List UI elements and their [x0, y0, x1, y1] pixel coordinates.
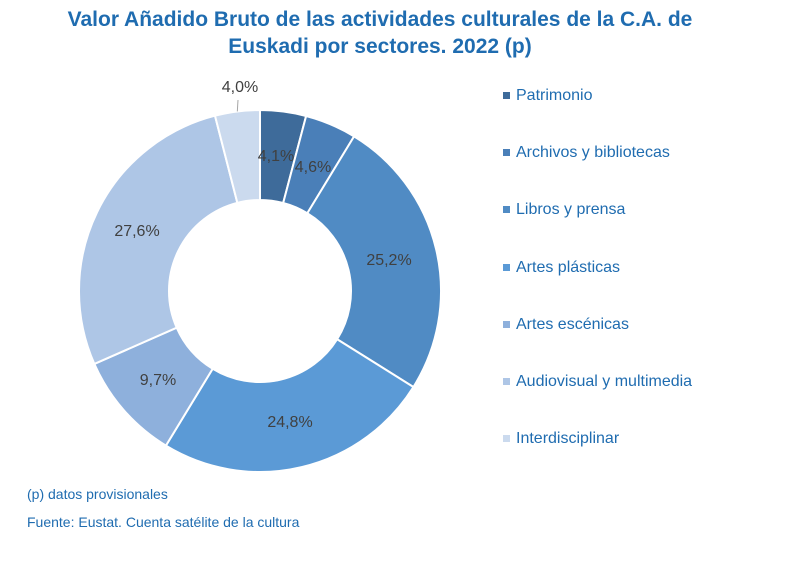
legend-swatch [503, 435, 510, 443]
legend-label: Archivos y bibliotecas [516, 144, 670, 162]
legend-swatch [503, 149, 510, 157]
legend-label: Interdisciplinar [516, 430, 620, 448]
label-leader-line [236, 99, 239, 112]
legend-label: Patrimonio [516, 87, 593, 104]
source-note: Fuente: Eustat. Cuenta satélite de la cu… [27, 514, 300, 530]
data-label: 25,2% [366, 252, 411, 269]
legend-label: Artes plásticas [516, 258, 621, 276]
donut-slice [213, 108, 261, 205]
legend-label: Audiovisual y multimedia [516, 373, 693, 390]
legend-swatch [503, 206, 510, 214]
legend-label: Artes escénicas [516, 315, 629, 333]
data-label: 9,7% [140, 372, 176, 389]
legend-swatch [503, 320, 510, 328]
data-label: 24,8% [267, 414, 312, 431]
data-label: 4,1% [258, 148, 294, 165]
data-label: 27,6% [114, 223, 159, 240]
legend-label: Libros y prensa [516, 201, 626, 219]
provisional-note: (p) datos provisionales [27, 486, 168, 502]
data-label: 4,0% [222, 79, 258, 96]
donut-slice [164, 337, 415, 473]
legend-swatch [503, 263, 510, 271]
legend-swatch [503, 92, 510, 99]
chart-title: Valor Añadido Bruto de las actividades c… [67, 8, 693, 58]
donut-slice [305, 135, 442, 389]
legend-swatch [503, 378, 510, 385]
data-label: 4,6% [295, 159, 331, 176]
donut-slice [78, 114, 239, 366]
